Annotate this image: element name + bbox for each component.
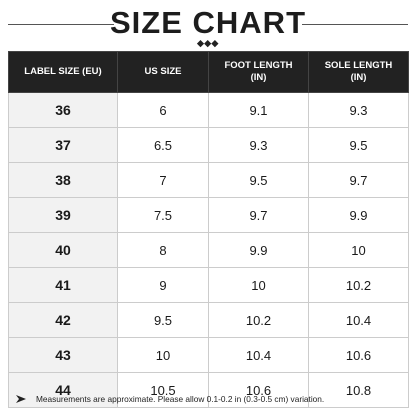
title: SIZE CHART: [110, 5, 306, 40]
column-header: SOLE LENGTH (IN): [308, 51, 409, 93]
table-cell: 9.7: [208, 197, 309, 233]
table-row: 44 10.5 10.6 10.8: [8, 372, 409, 408]
table-row: 41 9 10 10.2: [8, 267, 409, 303]
table-cell: 10: [117, 337, 209, 373]
table-cell: 6: [117, 92, 209, 128]
label-size-cell: 37: [8, 127, 118, 163]
table-cell: 9.7: [308, 162, 409, 198]
table-cell: 7.5: [117, 197, 209, 233]
label-size-cell: 38: [8, 162, 118, 198]
title-rule: [8, 24, 114, 25]
column-header: LABEL SIZE (EU): [8, 51, 118, 93]
table-cell: 10.2: [208, 302, 309, 338]
arrow-icon: [16, 395, 26, 403]
label-size-cell: 41: [8, 267, 118, 303]
table-cell: 10: [208, 267, 309, 303]
table-cell: 10.6: [208, 372, 309, 408]
table-cell: 9.5: [117, 302, 209, 338]
label-size-cell: 36: [8, 92, 118, 128]
table-row: 39 7.5 9.7 9.9: [8, 197, 409, 233]
table-cell: 10.2: [308, 267, 409, 303]
table-cell: 6.5: [117, 127, 209, 163]
table-cell: 10: [308, 232, 409, 268]
size-table: LABEL SIZE (EU) US SIZE FOOT LENGTH (IN) SO…: [8, 51, 409, 408]
table-cell: 10.4: [308, 302, 409, 338]
table-row: 36 6 9.1 9.3: [8, 92, 409, 128]
table-cell: 9.3: [308, 92, 409, 128]
label-size-cell: 40: [8, 232, 118, 268]
table-cell: 9.5: [308, 127, 409, 163]
footnote: Measurements are approximate. Please all…: [36, 394, 325, 404]
diamonds: [196, 40, 219, 48]
label-size-cell: 42: [8, 302, 118, 338]
table-cell: 9.9: [208, 232, 309, 268]
table-cell: 10.8: [308, 372, 409, 408]
table-cell: 9.1: [208, 92, 309, 128]
label-size-cell: 44: [8, 372, 118, 408]
table-row: 37 6.5 9.3 9.5: [8, 127, 409, 163]
table-row: 38 7 9.5 9.7: [8, 162, 409, 198]
table-row: 42 9.5 10.2 10.4: [8, 302, 409, 338]
table-cell: 9.5: [208, 162, 309, 198]
table-cell: 9: [117, 267, 209, 303]
table-cell: 10.4: [208, 337, 309, 373]
table-row: 43 10 10.4 10.6: [8, 337, 409, 373]
table-cell: 8: [117, 232, 209, 268]
footnote-row: Measurements are approximate. Please all…: [16, 394, 416, 404]
column-header: US SIZE: [117, 51, 209, 93]
table-cell: 10.6: [308, 337, 409, 373]
label-size-cell: 43: [8, 337, 118, 373]
header: SIZE CHART: [0, 0, 416, 50]
table-row: 40 8 9.9 10: [8, 232, 409, 268]
table-body: 36 6 9.1 9.3 37 6.5 9.3 9.5 38 7 9.5 9.7 39 7.5 9.7 9.9…: [8, 92, 409, 408]
table-cell: 7: [117, 162, 209, 198]
header-row: LABEL SIZE (EU) US SIZE FOOT LENGTH (IN) SO…: [8, 51, 409, 93]
title-rule: [302, 24, 408, 25]
column-header: FOOT LENGTH (IN): [208, 51, 309, 93]
label-size-cell: 39: [8, 197, 118, 233]
table-cell: 9.3: [208, 127, 309, 163]
table-cell: 9.9: [308, 197, 409, 233]
